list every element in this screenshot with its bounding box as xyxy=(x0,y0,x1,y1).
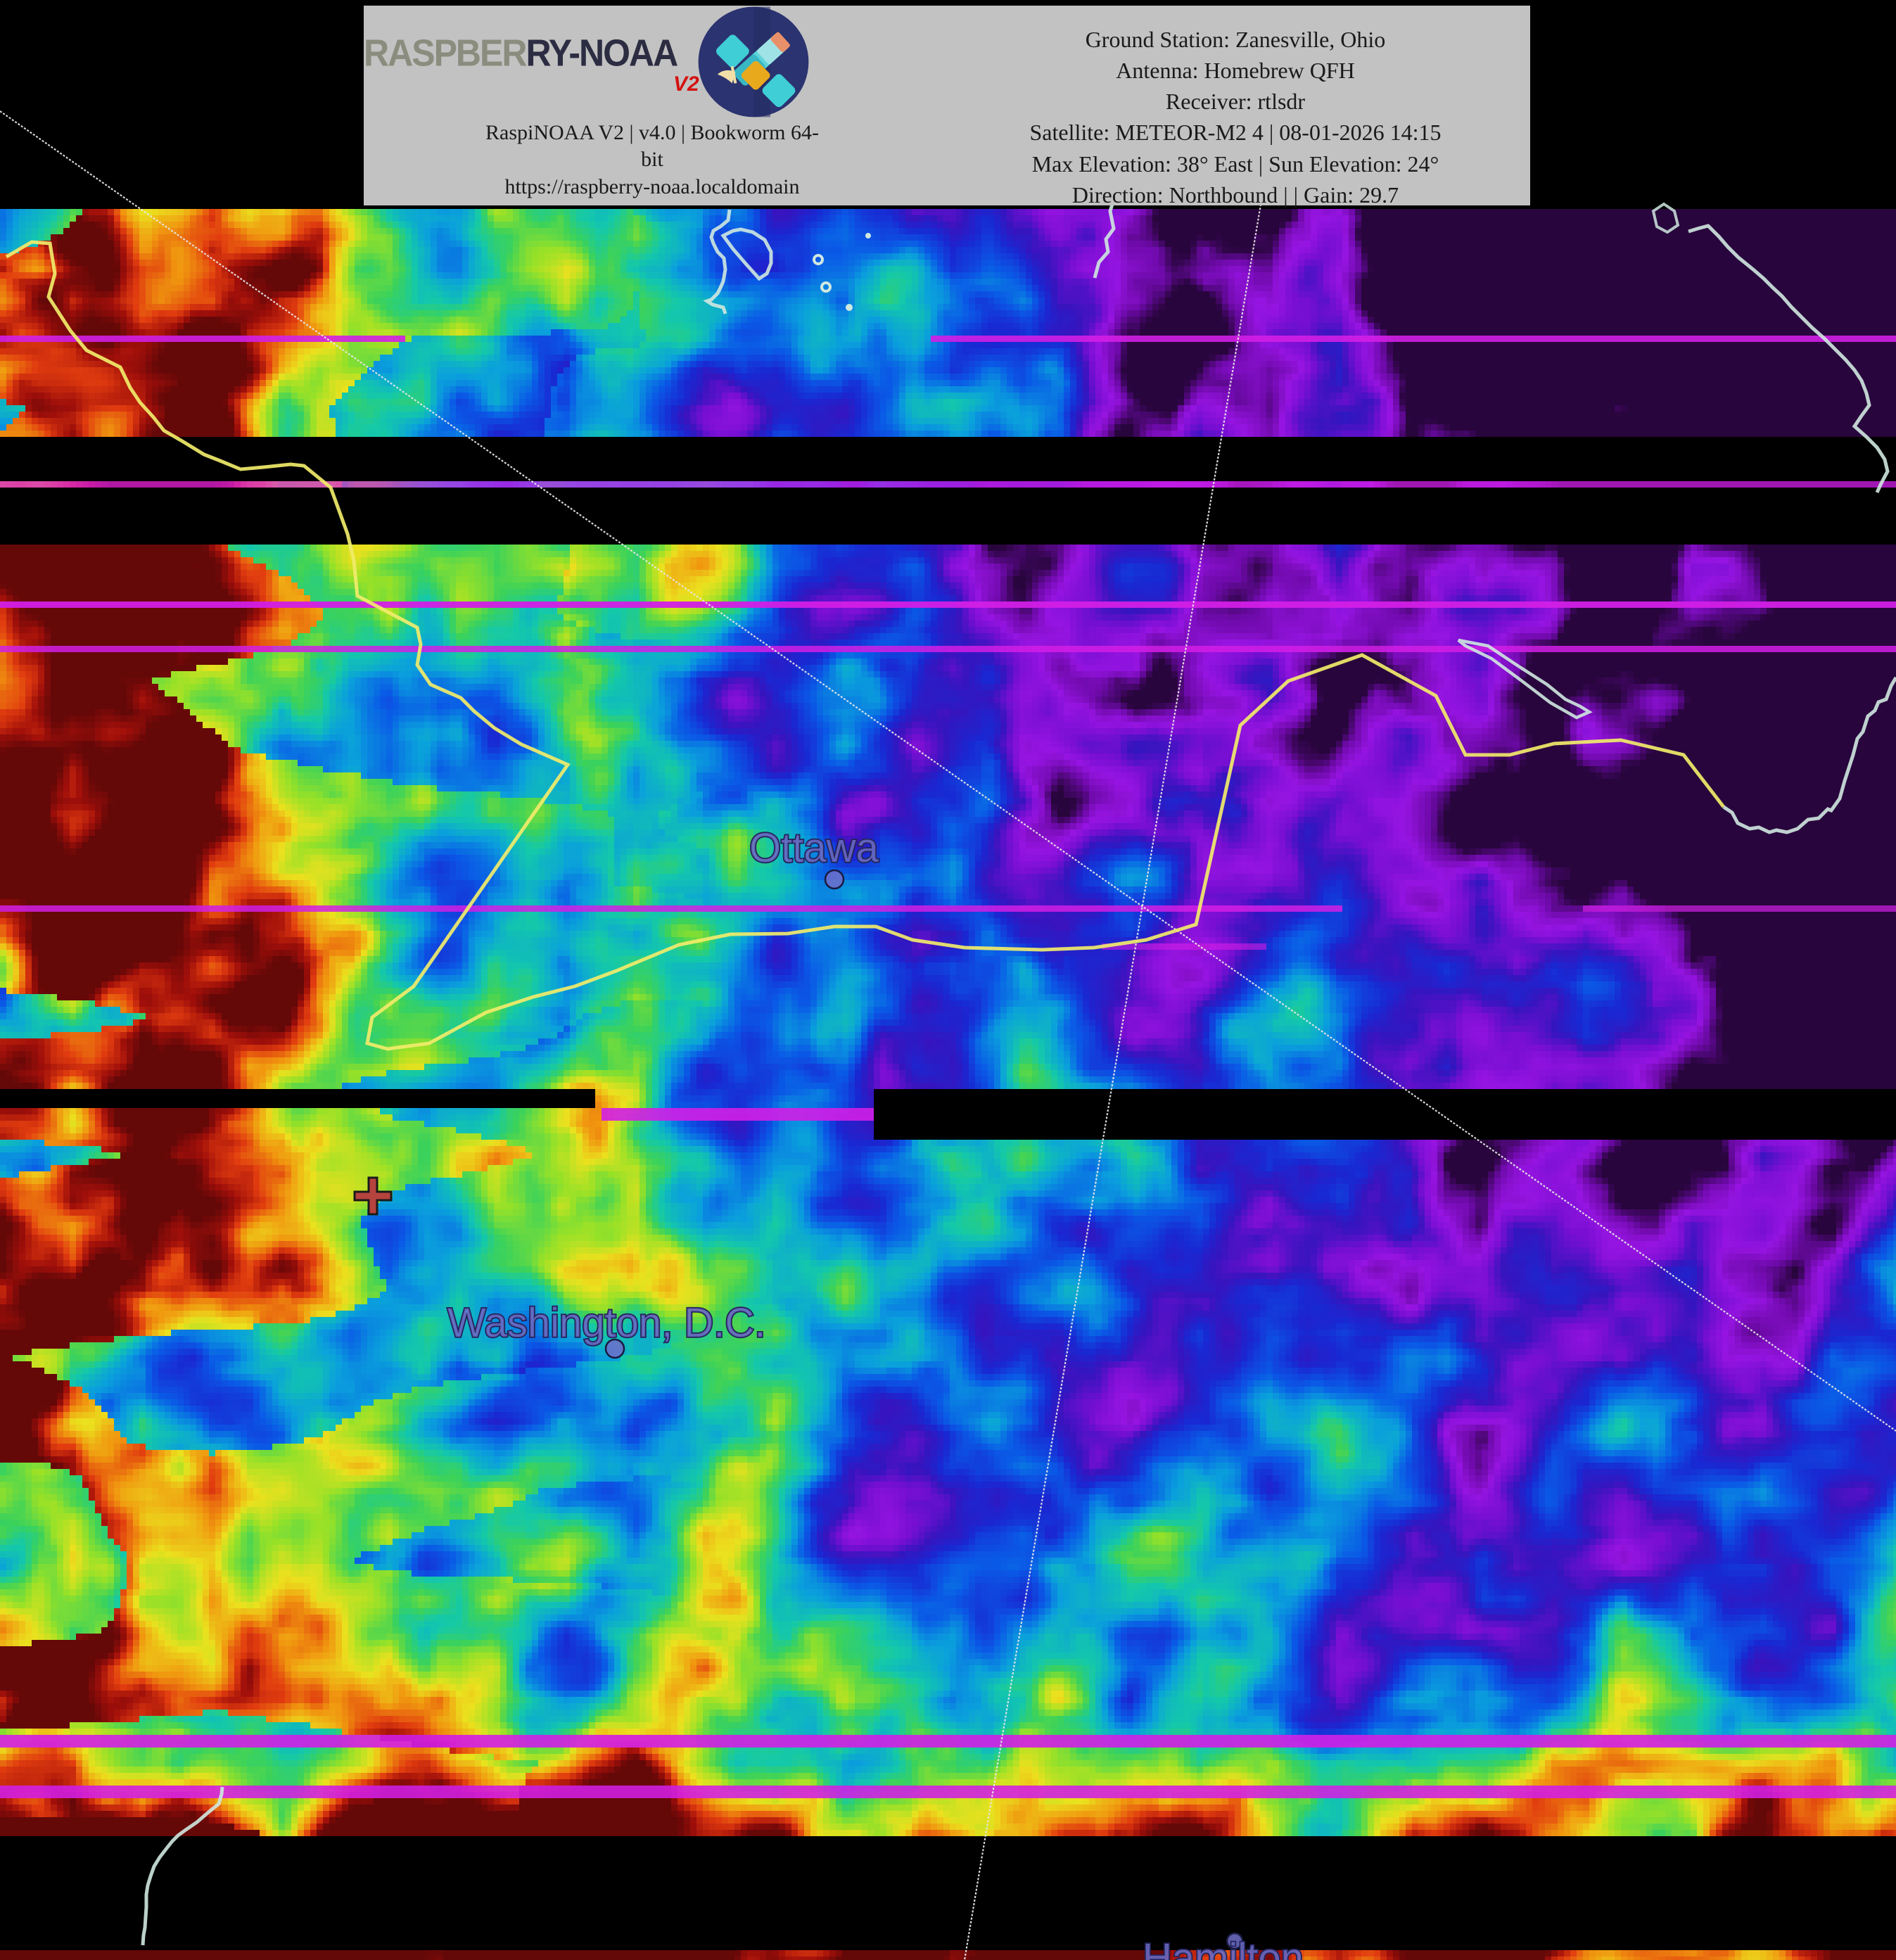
svg-text:Washington, D.C.: Washington, D.C. xyxy=(447,1300,765,1346)
svg-text:Hamilton: Hamilton xyxy=(1143,1935,1304,1960)
svg-text:Ottawa: Ottawa xyxy=(749,825,879,871)
